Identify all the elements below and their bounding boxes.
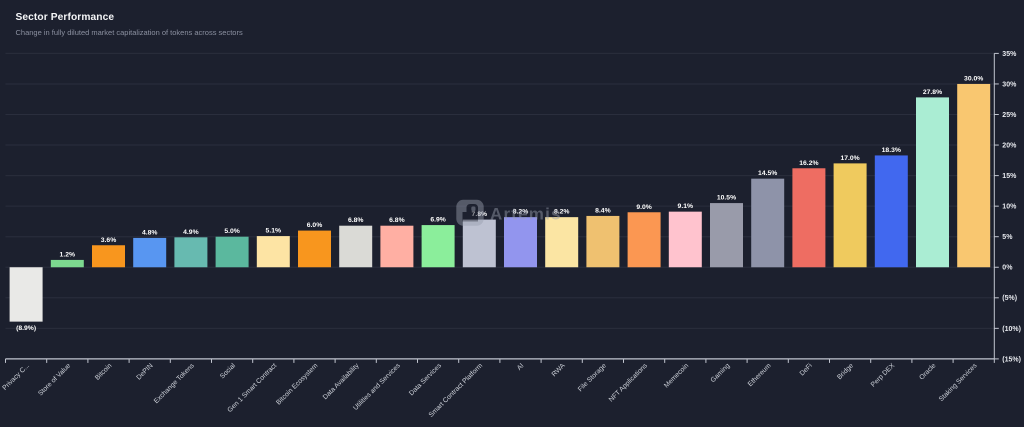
svg-text:25%: 25% (1002, 112, 1017, 119)
svg-text:Artemis: Artemis (490, 205, 562, 224)
svg-text:8.2%: 8.2% (554, 209, 570, 216)
svg-text:8.4%: 8.4% (595, 207, 611, 214)
svg-text:Bitcoin: Bitcoin (94, 362, 114, 382)
svg-text:(8.9%): (8.9%) (16, 325, 36, 332)
svg-text:(10%): (10%) (1002, 326, 1021, 333)
svg-text:9.0%: 9.0% (636, 204, 652, 211)
svg-text:NFT Applications: NFT Applications (608, 362, 650, 404)
svg-text:Data Availability: Data Availability (322, 362, 361, 401)
svg-text:AI: AI (516, 362, 526, 372)
svg-text:Privacy C...: Privacy C... (1, 362, 31, 392)
svg-text:File Storage: File Storage (577, 362, 608, 393)
svg-text:Memecoin: Memecoin (663, 362, 690, 389)
svg-text:16.2%: 16.2% (799, 160, 818, 167)
svg-text:Gaming: Gaming (710, 362, 732, 384)
svg-text:27.8%: 27.8% (923, 89, 942, 96)
svg-text:3.6%: 3.6% (101, 237, 117, 244)
svg-text:DeFi: DeFi (799, 362, 814, 377)
svg-text:Ethereum: Ethereum (747, 362, 773, 388)
svg-text:6.9%: 6.9% (430, 217, 446, 224)
svg-text:35%: 35% (1002, 51, 1017, 58)
svg-text:Bitcoin Ecosystem: Bitcoin Ecosystem (275, 362, 319, 406)
svg-text:(5%): (5%) (1002, 295, 1017, 302)
svg-text:15%: 15% (1002, 173, 1017, 180)
svg-text:17.0%: 17.0% (840, 155, 859, 162)
svg-text:4.8%: 4.8% (142, 229, 158, 236)
svg-text:Staking Services: Staking Services (938, 362, 979, 403)
svg-text:Utilities and Services: Utilities and Services (352, 362, 402, 412)
svg-text:Bridge: Bridge (836, 362, 855, 381)
svg-text:6.0%: 6.0% (307, 222, 323, 229)
svg-text:14.5%: 14.5% (758, 170, 777, 177)
svg-text:1.2%: 1.2% (60, 251, 76, 258)
svg-text:8.2%: 8.2% (513, 209, 529, 216)
svg-text:5.0%: 5.0% (224, 228, 240, 235)
svg-text:Social: Social (219, 362, 237, 380)
svg-text:4.9%: 4.9% (183, 229, 199, 236)
svg-text:Data Services: Data Services (408, 362, 443, 397)
svg-text:6.8%: 6.8% (389, 217, 405, 224)
svg-text:RWA: RWA (551, 362, 567, 378)
svg-text:6.8%: 6.8% (348, 217, 364, 224)
svg-text:Exchange Tokens: Exchange Tokens (153, 362, 196, 405)
svg-text:30.0%: 30.0% (964, 75, 983, 82)
svg-text:7.8%: 7.8% (472, 211, 488, 218)
svg-text:10%: 10% (1002, 204, 1017, 211)
svg-text:10.5%: 10.5% (717, 195, 736, 202)
svg-text:18.3%: 18.3% (882, 147, 901, 154)
svg-text:Store of Value: Store of Value (37, 362, 72, 397)
svg-text:9.1%: 9.1% (678, 203, 694, 210)
svg-text:20%: 20% (1002, 142, 1017, 149)
svg-text:Gen 1 Smart Contract: Gen 1 Smart Contract (227, 362, 279, 414)
svg-text:5%: 5% (1002, 234, 1013, 241)
svg-text:0%: 0% (1002, 265, 1013, 272)
svg-text:5.1%: 5.1% (266, 228, 282, 235)
svg-text:30%: 30% (1002, 81, 1017, 88)
svg-text:Oracle: Oracle (918, 362, 937, 381)
svg-text:Perp DEX: Perp DEX (870, 362, 897, 389)
svg-text:DePIN: DePIN (136, 362, 155, 381)
svg-text:(15%): (15%) (1002, 356, 1021, 363)
